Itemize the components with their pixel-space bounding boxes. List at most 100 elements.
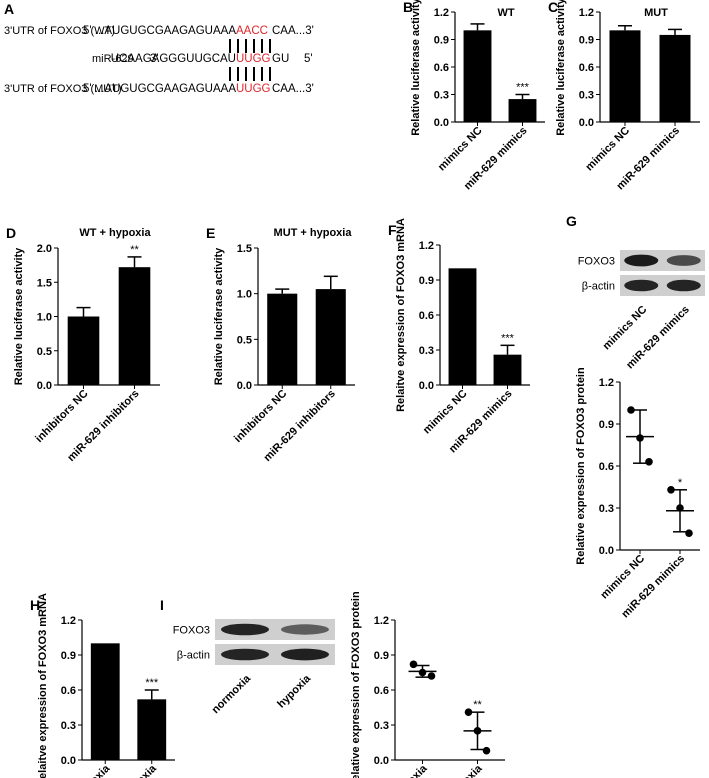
data-point [645, 458, 653, 466]
y-axis-label: Relaitve expression of FOXO3 mRNA [395, 218, 407, 412]
y-tick-label: 0.9 [579, 35, 594, 47]
bar [267, 293, 298, 385]
y-tick-label: 1.5 [237, 243, 252, 255]
panel-letter: D [6, 225, 16, 241]
y-tick-label: 0.0 [61, 755, 76, 767]
chart: C MUT Relative luciferase activity 0.0 0.3 0.… [548, 0, 700, 192]
y-tick-label: 0.3 [599, 503, 614, 515]
y-axis-label: Relative luciferase activity [213, 247, 225, 385]
y-tick-label: 0.9 [434, 35, 449, 47]
y-tick-label: 1.2 [419, 240, 434, 252]
y-tick-label: 0.3 [434, 90, 449, 102]
y-tick-label: 2.0 [37, 243, 52, 255]
data-point [464, 708, 473, 716]
panel-letter: A [4, 1, 14, 17]
x-tick-label: mimics NC [421, 388, 470, 437]
chart-title: MUT [644, 7, 668, 19]
data-point [627, 406, 635, 414]
binding-site: AACC [236, 25, 268, 37]
y-tick-label: 1.2 [61, 615, 76, 627]
y-tick-label: 1.2 [374, 615, 389, 627]
sequence-end: 3' [150, 53, 159, 65]
x-tick-label: normoxia [386, 762, 430, 778]
blot-band [666, 279, 701, 292]
y-tick-label: 0.6 [579, 62, 594, 74]
chart: Relative expression of FOXO3 protein 0.0 0… [350, 591, 505, 778]
chart: Relative expression of FOXO3 protein 0.0 0… [575, 367, 700, 620]
sequence: 5' ...AUGUGCGAAGAGUAAA [83, 25, 236, 37]
lane-label: hypoxia [275, 672, 314, 711]
bar [137, 699, 167, 760]
blot-band [666, 255, 701, 266]
lane-label: normoxia [210, 672, 254, 716]
y-tick-label: 1.2 [434, 7, 449, 19]
chart: D WT + hypoxia Relative luciferase activit… [6, 225, 160, 464]
panel-letter: E [206, 225, 215, 241]
panel-letter: I [160, 597, 164, 613]
panel-a: A 3'UTR of FOXO3 (WT) 5' ...AUGUGCGAAGAG… [4, 1, 314, 95]
bar [609, 30, 641, 122]
panel-letter: H [30, 597, 40, 613]
binding-site: UUGG [236, 53, 271, 65]
chart: E MUT + hypoxia Relative luciferase activi… [206, 225, 355, 464]
x-tick-label: hypoxia [121, 762, 160, 778]
panel-letter: F [388, 222, 397, 238]
bar [90, 643, 120, 760]
significance-label: *** [501, 332, 515, 344]
x-tick-label: inhibitors NC [33, 388, 90, 445]
sequence: GU [272, 53, 289, 65]
data-point [427, 672, 436, 680]
y-tick-label: 1.2 [579, 7, 594, 19]
y-axis-label: Relative luciferase activity [13, 247, 25, 385]
y-tick-label: 1.2 [599, 377, 614, 389]
row-label: 3'UTR of FOXO3 (MUT) [4, 83, 122, 95]
blot-band [281, 624, 329, 635]
y-tick-label: 0.3 [374, 720, 389, 732]
y-tick-label: 0.9 [599, 419, 614, 431]
blot-band [281, 648, 329, 661]
y-tick-label: 0.0 [374, 755, 389, 767]
chart-title: WT + hypoxia [79, 227, 151, 239]
bar [315, 289, 346, 385]
y-axis-label: Relative luciferase activity [410, 0, 422, 136]
y-axis-label: Relative expression of FOXO3 protein [350, 591, 362, 778]
y-tick-label: 0.5 [37, 346, 52, 358]
y-tick-label: 0.0 [434, 117, 449, 129]
row-label: 3'UTR of FOXO3 (WT) [4, 25, 115, 37]
x-tick-label: mimics NC [583, 125, 632, 174]
y-tick-label: 0.6 [61, 685, 76, 697]
blot-band [221, 648, 269, 661]
y-tick-label: 1.5 [37, 277, 52, 289]
y-tick-label: 0.9 [374, 650, 389, 662]
significance-label: *** [516, 82, 530, 94]
y-tick-label: 0.6 [419, 310, 434, 322]
significance-label: ** [130, 244, 139, 256]
binding-site: UUGG [236, 83, 271, 95]
significance-label: * [678, 477, 683, 489]
data-point [482, 746, 491, 755]
sequence: CAA...3' [272, 83, 314, 95]
y-tick-label: 1.0 [237, 289, 252, 301]
y-axis-label: Relative expression of FOXO3 protein [575, 367, 587, 565]
y-tick-label: 0.9 [61, 650, 76, 662]
y-axis-label: Relative luciferase activity [555, 0, 567, 136]
bar [508, 99, 537, 122]
blot-row-label: FOXO3 [173, 625, 210, 637]
y-tick-label: 0.3 [61, 720, 76, 732]
bar [118, 267, 151, 385]
y-tick-label: 1.0 [37, 312, 52, 324]
panel-letter: C [548, 0, 558, 15]
significance-label: ** [473, 699, 482, 711]
y-tick-label: 0.0 [579, 117, 594, 129]
y-tick-label: 0.3 [419, 345, 434, 357]
sequence: 5' ...AUGUGCGAAGAGUAAA [83, 83, 236, 95]
chart-title: WT [497, 7, 514, 19]
bar [463, 30, 492, 122]
y-tick-label: 0.0 [37, 380, 52, 392]
y-tick-label: 0.9 [419, 275, 434, 287]
